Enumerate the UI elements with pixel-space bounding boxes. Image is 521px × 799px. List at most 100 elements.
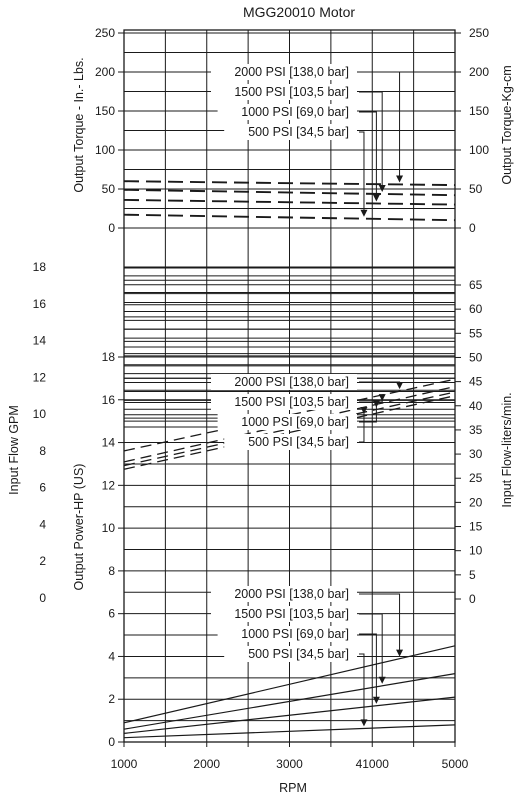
x-axis-label: RPM <box>279 781 307 795</box>
torque-label-bg <box>217 104 357 120</box>
power-y-tick-label: 8 <box>108 564 115 578</box>
power-leader-line <box>359 653 365 721</box>
torque-callout-label: 1500 PSI [103,5 bar] <box>234 85 349 99</box>
power-leader-arrowhead <box>378 676 386 684</box>
power-y-tick-label: 18 <box>102 350 116 364</box>
flow-series-line-3 <box>123 391 456 467</box>
power-y-tick-label: 10 <box>102 521 116 535</box>
power-leader-arrowhead <box>396 649 404 657</box>
tick-labels: 1000 2000 3000 41000 5000 0 50 100 150 200 250 0 50 1… <box>33 26 490 771</box>
x-tick-label: 41000 <box>356 757 390 771</box>
flow-label-bg <box>211 394 357 410</box>
flow-label-bg <box>211 374 357 390</box>
torque-y2-tick-label: 150 <box>469 104 489 118</box>
flow-y2-tick-label: 65 <box>469 278 483 292</box>
flow-y-tick-label: 10 <box>33 407 47 421</box>
power-y-tick-label: 6 <box>108 607 115 621</box>
flow-y2-tick-label: 35 <box>469 423 483 437</box>
torque-y2-tick-label: 200 <box>469 65 489 79</box>
power-leader-line <box>359 633 377 698</box>
flow-y2-tick-label: 50 <box>469 350 483 364</box>
flow-y-axis-label: Input Flow GPM <box>7 405 21 495</box>
flow-leader-line <box>359 407 365 443</box>
x-tick-label: 1000 <box>111 757 138 771</box>
flow-y-tick-label: 14 <box>33 334 47 348</box>
flow-y-tick-label: 18 <box>33 260 47 274</box>
flow-y2-tick-label: 40 <box>469 399 483 413</box>
flow-series-line-4 <box>123 395 456 470</box>
torque-y-tick-label: 250 <box>95 26 115 40</box>
x-tick-label: 5000 <box>442 757 469 771</box>
flow-y2-tick-label: 10 <box>469 544 483 558</box>
power-callout-label: 1000 PSI [69,0 bar] <box>241 627 349 641</box>
flow-y2-tick-label: 5 <box>469 568 476 582</box>
flow-y2-tick-label: 15 <box>469 520 483 534</box>
power-label-bg <box>224 646 357 662</box>
flow-leader-arrowhead <box>360 406 368 414</box>
torque-leader-line <box>359 91 383 187</box>
flow-y-tick-label: 2 <box>39 554 46 568</box>
flow-leader-arrowhead <box>372 400 380 408</box>
power-label-bg <box>211 606 357 622</box>
flow-series-line-2 <box>123 385 456 463</box>
torque-callout-label: 500 PSI [34,5 bar] <box>248 125 349 139</box>
torque-y-tick-label: 200 <box>95 65 115 79</box>
flow-callout-label: 1500 PSI [103,5 bar] <box>234 395 349 409</box>
power-y-tick-label: 12 <box>102 478 116 492</box>
flow-y2-tick-label: 25 <box>469 471 483 485</box>
series-lines <box>123 180 456 739</box>
flow-y2-axis-label: Input Flow-liters/min. <box>500 392 514 507</box>
torque-leader-line <box>359 131 365 211</box>
torque-leader-arrowhead <box>396 175 404 183</box>
torque-y2-tick-label: 250 <box>469 26 489 40</box>
torque-callout-label: 1000 PSI [69,0 bar] <box>241 105 349 119</box>
flow-y-tick-label: 4 <box>39 517 46 531</box>
flow-y2-tick-label: 55 <box>469 326 483 340</box>
torque-leader-arrowhead <box>360 209 368 217</box>
torque-series-line-2 <box>123 188 456 197</box>
torque-label-bg <box>224 124 357 140</box>
flow-series-line-1 <box>123 378 456 452</box>
flow-y-tick-label: 8 <box>39 444 46 458</box>
power-leader-arrowhead <box>360 719 368 727</box>
flow-callout-label: 1000 PSI [69,0 bar] <box>241 415 349 429</box>
torque-series-line-4 <box>123 213 456 222</box>
flow-callout-label: 2000 PSI [138,0 bar] <box>234 375 349 389</box>
x-tick-label: 2000 <box>193 757 220 771</box>
flow-y2-tick-label: 60 <box>469 302 483 316</box>
flow-y-tick-label: 12 <box>33 370 47 384</box>
power-leader-arrowhead <box>372 696 380 704</box>
torque-leader-arrowhead <box>378 185 386 193</box>
chart-title: MGG20010 Motor <box>243 4 355 20</box>
power-y-tick-label: 0 <box>108 735 115 749</box>
flow-leader-line <box>359 401 377 423</box>
power-series-line-1 <box>123 645 456 724</box>
power-callout-label: 2000 PSI [138,0 bar] <box>234 587 349 601</box>
power-leader-line <box>359 613 383 678</box>
power-series-line-4 <box>123 724 456 739</box>
torque-y-tick-label: 0 <box>108 221 115 235</box>
torque-leader-line <box>359 71 401 177</box>
flow-y2-tick-label: 45 <box>469 375 483 389</box>
torque-y-tick-label: 150 <box>95 104 115 118</box>
torque-series-line-3 <box>123 198 456 206</box>
torque-leader-arrowhead <box>372 194 380 202</box>
torque-callout-label: 2000 PSI [138,0 bar] <box>234 65 349 79</box>
power-leader-line <box>359 593 401 651</box>
x-tick-label: 3000 <box>276 757 303 771</box>
power-y-tick-label: 4 <box>108 649 115 663</box>
torque-y-tick-label: 100 <box>95 143 115 157</box>
power-callout-label: 500 PSI [34,5 bar] <box>248 647 349 661</box>
torque-y2-axis-label: Output Torque-Kg-cm <box>500 65 514 184</box>
flow-leader-arrowhead <box>378 394 386 402</box>
flow-label-bg <box>224 434 357 450</box>
power-label-bg <box>211 586 357 602</box>
power-y-tick-label: 16 <box>102 393 116 407</box>
flow-y-tick-label: 16 <box>33 297 47 311</box>
flow-y-tick-label: 6 <box>39 481 46 495</box>
power-callout-label: 1500 PSI [103,5 bar] <box>234 607 349 621</box>
torque-leader-line <box>359 111 377 196</box>
torque-label-bg <box>211 84 357 100</box>
torque-y-tick-label: 50 <box>102 182 116 196</box>
